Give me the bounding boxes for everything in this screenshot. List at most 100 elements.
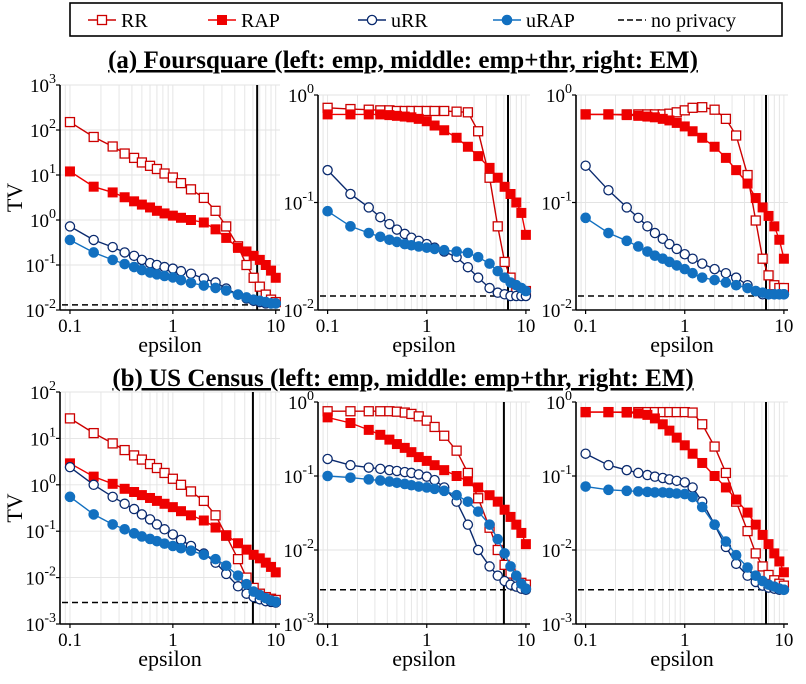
data-point [709, 471, 720, 481]
data-point [210, 224, 221, 235]
data-point [621, 464, 633, 476]
data-point [64, 234, 76, 246]
data-point [363, 462, 375, 473]
data-point [679, 477, 691, 488]
series-rap [322, 109, 531, 240]
legend-marker [217, 15, 227, 25]
data-point [730, 549, 742, 561]
data-point [499, 548, 510, 559]
data-point [603, 484, 614, 496]
data-point [484, 172, 495, 183]
data-point [88, 509, 99, 520]
data-point [657, 419, 668, 430]
data-point [462, 467, 474, 479]
data-point [439, 125, 450, 136]
series-rap [580, 407, 789, 578]
data-point [451, 445, 462, 456]
x-tick-label: 0.1 [574, 630, 598, 651]
data-point [742, 562, 753, 573]
data-point [375, 475, 386, 486]
data-point [484, 519, 495, 530]
data-point [254, 254, 265, 265]
data-point [220, 560, 232, 572]
data-point [472, 506, 484, 517]
data-point [159, 168, 170, 179]
data-point [375, 429, 386, 440]
data-point [633, 241, 644, 252]
data-point [580, 109, 591, 120]
y-tick-label: 102 [30, 117, 56, 142]
y-tick-label: 10-1 [25, 518, 56, 543]
data-point [451, 132, 462, 143]
data-point [697, 457, 708, 468]
data-point [429, 120, 440, 131]
y-tick-label: 10-2 [541, 537, 572, 562]
data-point [375, 231, 386, 243]
x-tick-label: 0.1 [316, 316, 340, 337]
data-point [248, 272, 259, 283]
y-tick-label: 100 [30, 472, 56, 497]
data-point [731, 130, 742, 141]
data-point [198, 549, 210, 561]
data-point [687, 482, 698, 493]
data-point [429, 460, 440, 471]
y-tick-label: 10-3 [541, 611, 572, 636]
data-point [270, 567, 281, 578]
panel-3: 10-2 10-1 100 0.1 1 10 epsilon [541, 82, 793, 357]
data-point [185, 268, 197, 279]
data-point [778, 253, 789, 264]
data-point [633, 467, 644, 479]
data-point [107, 438, 118, 449]
data-point [520, 285, 532, 297]
data-point [345, 188, 356, 200]
data-point [511, 197, 522, 208]
data-point [505, 511, 516, 522]
panel-5: 10-3 10-2 10-1 100 0.1 1 10 epsilon [283, 389, 535, 671]
data-point [119, 498, 130, 510]
data-point [64, 413, 76, 424]
data-point [687, 267, 698, 279]
data-point [345, 406, 356, 417]
grid [575, 401, 788, 625]
data-point [499, 504, 510, 515]
data-point [260, 260, 271, 270]
data-point [88, 427, 99, 439]
data-point [709, 104, 720, 115]
data-point [757, 253, 768, 264]
data-point [763, 270, 774, 281]
data-point [697, 419, 708, 430]
data-point [484, 282, 495, 294]
grid [317, 401, 530, 625]
data-point [633, 110, 644, 121]
data-point [633, 212, 644, 224]
y-tick-label: 10-1 [283, 463, 314, 488]
data-point [642, 221, 653, 232]
data-point [88, 181, 99, 192]
data-point [232, 570, 244, 581]
data-point [210, 205, 221, 216]
data-point [322, 164, 333, 176]
data-point [462, 261, 474, 273]
data-point [696, 258, 708, 269]
y-tick-label: 10-2 [25, 297, 56, 322]
y-tick-label: 10-1 [541, 463, 572, 488]
data-point [345, 472, 356, 483]
data-point [774, 556, 785, 567]
data-point [363, 227, 375, 239]
x-tick-label: 10 [516, 316, 535, 337]
data-point [742, 169, 753, 181]
data-point [769, 221, 780, 232]
data-point [462, 247, 474, 259]
x-axis-label: epsilon [392, 646, 456, 671]
data-point [322, 205, 333, 217]
x-axis-label: epsilon [650, 646, 714, 671]
data-point [696, 272, 708, 283]
series-rap [64, 458, 281, 578]
data-point [198, 192, 209, 204]
x-tick-label: 0.1 [58, 630, 82, 651]
data-point [107, 478, 118, 489]
data-point [210, 522, 221, 533]
data-point [679, 440, 690, 451]
data-point [363, 474, 375, 485]
data-point [185, 486, 197, 497]
